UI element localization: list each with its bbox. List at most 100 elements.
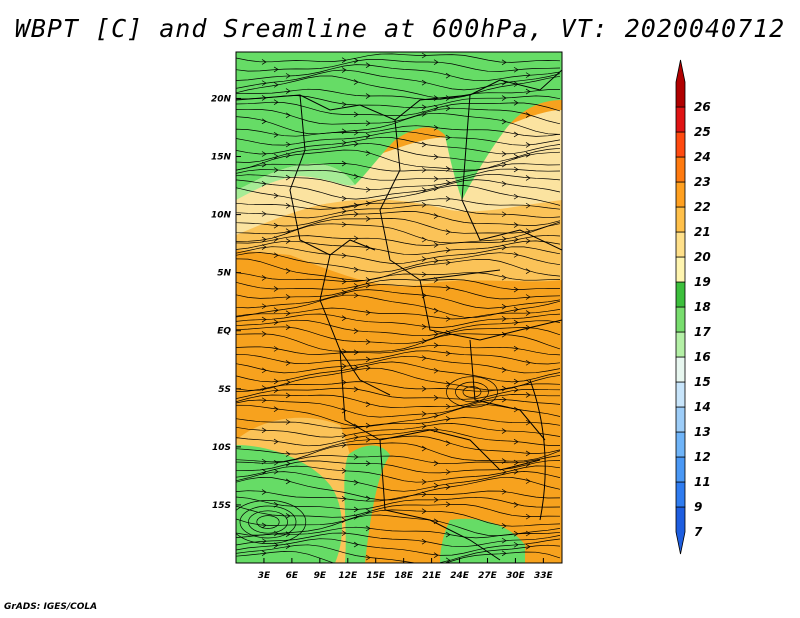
streamline-arrow (273, 438, 279, 445)
streamline-arrow (513, 236, 519, 243)
streamline-arrow (353, 479, 359, 486)
x-tick-label: 24E (450, 571, 470, 581)
streamline-arrow (285, 88, 291, 94)
streamline-arrow (513, 193, 519, 200)
streamline-arrow (433, 185, 439, 192)
colorbar-label: 26 (694, 100, 711, 114)
streamline-arrow (273, 167, 279, 173)
streamline-arrow (353, 364, 359, 371)
streamline (236, 284, 561, 300)
streamline (236, 179, 561, 200)
streamline-arrow (353, 111, 359, 118)
streamline-arrow (525, 530, 531, 537)
streamline-arrow (261, 211, 267, 217)
streamline-arrow (525, 112, 531, 118)
streamline (236, 333, 561, 352)
streamline-arrow (513, 252, 519, 258)
streamline-arrow (285, 478, 291, 485)
streamline-arrow (445, 484, 451, 490)
streamline-arrow (341, 407, 347, 414)
streamline-arrow (501, 181, 507, 187)
streamline-arrow (273, 378, 279, 385)
colorbar-label: 21 (694, 225, 711, 239)
streamline-arrow (285, 294, 291, 300)
streamline (236, 477, 561, 501)
streamline-arrow (365, 422, 371, 429)
streamline-arrow (525, 72, 531, 78)
streamline-arrow (365, 132, 371, 139)
streamline-gyre (256, 515, 280, 529)
streamline-arrow (285, 112, 291, 119)
streamline-arrow (365, 309, 371, 316)
streamline-arrow (525, 294, 531, 300)
colorbar-label: 13 (694, 425, 711, 439)
streamline-arrow (353, 349, 359, 356)
streamline-arrow (421, 411, 427, 417)
streamline-arrow (421, 79, 427, 86)
streamline (236, 223, 561, 244)
streamline-arrow (353, 506, 359, 513)
streamline-arrow (421, 104, 427, 111)
x-axis-ticks: 3E 6E 9E 12E 15E 18E 21E 24E 27E 30E 33E (258, 558, 554, 581)
streamline (236, 163, 561, 172)
streamline-arrow (341, 252, 347, 259)
streamline-arrow (525, 461, 531, 467)
colorbar-label: 14 (694, 400, 711, 414)
streamline (236, 294, 561, 318)
streamline-arrow (525, 310, 531, 316)
streamline-arrow (445, 285, 451, 291)
streamline (236, 503, 561, 518)
colorbar-label: 12 (694, 450, 711, 464)
streamline (236, 471, 561, 492)
streamline-arrow (433, 412, 439, 419)
streamline (236, 75, 561, 99)
footer-credit: GrADS: IGES/COLA (4, 602, 98, 612)
colorbar-segment (675, 331, 686, 358)
streamline-arrow (501, 316, 507, 322)
streamline-arrow (525, 202, 531, 209)
streamline-arrow (285, 238, 291, 244)
streamline-arrow (341, 468, 347, 474)
streamline-eddy (455, 381, 489, 403)
x-tick-label: 12E (338, 571, 358, 581)
streamline-arrow (365, 525, 371, 532)
streamline-arrow (285, 392, 291, 399)
streamline-arrow (353, 266, 359, 273)
streamline-arrow (365, 62, 371, 69)
streamline-arrow (421, 236, 427, 243)
streamline-arrow (341, 289, 347, 296)
y-tick-label: 10N (211, 211, 232, 221)
streamline-arrow (421, 423, 427, 429)
streamline-arrow (445, 469, 451, 475)
streamline-arrow (525, 478, 531, 484)
map-field (236, 52, 562, 563)
colorbar-label: 7 (694, 525, 703, 539)
streamline-arrow (501, 303, 507, 310)
streamline-arrow (513, 66, 519, 73)
streamline (236, 240, 561, 255)
streamline-arrow (501, 550, 507, 557)
streamline-arrow (273, 307, 279, 313)
streamline-arrow (261, 59, 267, 65)
colorbar-segment (675, 206, 686, 233)
streamline-arrow (273, 66, 279, 73)
x-tick-label: 3E (258, 571, 271, 581)
streamline-arrow (273, 406, 279, 412)
streamline-arrow (261, 151, 267, 157)
streamline-arrow (433, 213, 439, 219)
streamline (236, 246, 561, 264)
streamline-arrow (421, 355, 427, 361)
x-tick-label: 27E (478, 571, 498, 581)
streamline-arrow (433, 482, 439, 489)
colorbar-segment (675, 506, 686, 555)
colorbar-segment (675, 406, 686, 433)
streamline-arrow (433, 124, 439, 131)
streamline-arrow (353, 235, 359, 242)
streamline-arrow (341, 57, 347, 64)
streamline-arrow (513, 387, 519, 393)
streamline-arrow (273, 153, 279, 160)
streamline-arrow (525, 379, 531, 386)
colorbar-label: 24 (694, 150, 711, 164)
streamline-arrow (285, 379, 291, 386)
